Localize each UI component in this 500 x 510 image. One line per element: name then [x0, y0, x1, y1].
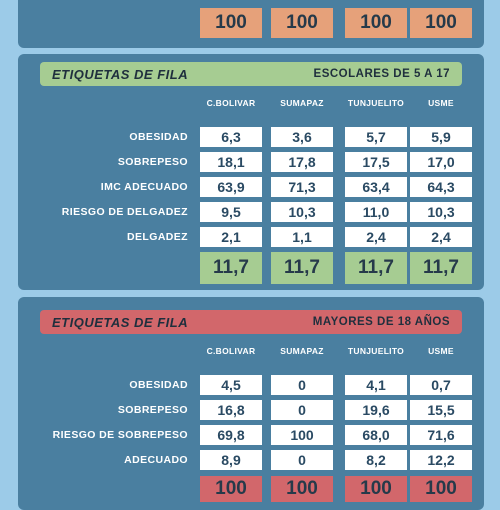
- school-cell: 2,4: [345, 227, 407, 247]
- adult-cell: 71,6: [410, 425, 472, 445]
- school-bar-title: ETIQUETAS DE FILA: [52, 66, 189, 82]
- adult-cell: 69,8: [200, 425, 262, 445]
- school-cell: 17,8: [271, 152, 333, 172]
- school-col-header-sumapaz: SUMAPAZ: [280, 98, 324, 108]
- adult-cell: 0,7: [410, 375, 472, 395]
- adult-total-sumapaz: 100: [271, 476, 333, 502]
- adult-cell: 68,0: [345, 425, 407, 445]
- school-cell: 63,4: [345, 177, 407, 197]
- top-total-tunjuelito: 100: [345, 8, 407, 38]
- school-cell: 2,1: [200, 227, 262, 247]
- school-row-label: OBESIDAD: [129, 131, 188, 143]
- adult-total-cbolivar: 100: [200, 476, 262, 502]
- adult-cell: 0: [271, 400, 333, 420]
- school-row-label: RIESGO DE DELGADEZ: [61, 206, 188, 218]
- top-total-cbolivar: 100: [200, 8, 262, 38]
- adult-cell: 0: [271, 450, 333, 470]
- adult-cell: 100: [271, 425, 333, 445]
- adult-bar-subtitle: MAYORES DE 18 AÑOS: [312, 316, 450, 328]
- school-total-cbolivar: 11,7: [200, 252, 262, 284]
- adult-col-header-tunjuelito: TUNJUELITO: [347, 346, 405, 356]
- school-cell: 71,3: [271, 177, 333, 197]
- school-row-label: IMC ADECUADO: [100, 181, 188, 193]
- adult-cell: 12,2: [410, 450, 472, 470]
- adult-cell: 8,2: [345, 450, 407, 470]
- school-total-sumapaz: 11,7: [271, 252, 333, 284]
- adult-cell: 0: [271, 375, 333, 395]
- adult-row-label: SOBREPESO: [117, 404, 188, 416]
- adult-cell: 8,9: [200, 450, 262, 470]
- school-cell: 11,0: [345, 202, 407, 222]
- adult-total-usme: 100: [410, 476, 472, 502]
- school-row-label: SOBREPESO: [117, 156, 188, 168]
- adult-row-label: OBESIDAD: [129, 379, 188, 391]
- school-label-bar: ETIQUETAS DE FILA ESCOLARES DE 5 A 17: [40, 62, 462, 86]
- adult-total-tunjuelito: 100: [345, 476, 407, 502]
- school-cell: 10,3: [410, 202, 472, 222]
- school-cell: 5,7: [345, 127, 407, 147]
- school-total-tunjuelito: 11,7: [345, 252, 407, 284]
- school-row-label: DELGADEZ: [127, 231, 188, 243]
- school-cell: 6,3: [200, 127, 262, 147]
- top-total-usme: 100: [410, 8, 472, 38]
- school-cell: 63,9: [200, 177, 262, 197]
- school-total-usme: 11,7: [410, 252, 472, 284]
- adult-col-header-sumapaz: SUMAPAZ: [280, 346, 324, 356]
- adult-cell: 19,6: [345, 400, 407, 420]
- school-cell: 18,1: [200, 152, 262, 172]
- adult-cell: 4,5: [200, 375, 262, 395]
- adult-panel: ETIQUETAS DE FILA MAYORES DE 18 AÑOS C.B…: [18, 297, 484, 510]
- top-panel: 100 100 100 100: [18, 0, 484, 48]
- adult-cell: 15,5: [410, 400, 472, 420]
- adult-cell: 4,1: [345, 375, 407, 395]
- school-panel: ETIQUETAS DE FILA ESCOLARES DE 5 A 17 C.…: [18, 54, 484, 290]
- adult-row-label: RIESGO DE SOBREPESO: [52, 429, 188, 441]
- school-col-header-cbolivar: C.BOLIVAR: [206, 98, 256, 108]
- school-bar-subtitle: ESCOLARES DE 5 A 17: [313, 68, 450, 80]
- school-cell: 17,5: [345, 152, 407, 172]
- adult-col-header-cbolivar: C.BOLIVAR: [206, 346, 256, 356]
- school-cell: 64,3: [410, 177, 472, 197]
- school-cell: 1,1: [271, 227, 333, 247]
- adult-col-header-usme: USME: [428, 346, 454, 356]
- adult-row-label: ADECUADO: [124, 454, 188, 466]
- adult-label-bar: ETIQUETAS DE FILA MAYORES DE 18 AÑOS: [40, 310, 462, 334]
- school-col-header-usme: USME: [428, 98, 454, 108]
- school-col-header-tunjuelito: TUNJUELITO: [347, 98, 405, 108]
- top-total-sumapaz: 100: [271, 8, 333, 38]
- school-cell: 5,9: [410, 127, 472, 147]
- adult-bar-title: ETIQUETAS DE FILA: [52, 314, 189, 330]
- school-cell: 3,6: [271, 127, 333, 147]
- school-cell: 9,5: [200, 202, 262, 222]
- adult-cell: 16,8: [200, 400, 262, 420]
- school-cell: 2,4: [410, 227, 472, 247]
- school-cell: 17,0: [410, 152, 472, 172]
- school-cell: 10,3: [271, 202, 333, 222]
